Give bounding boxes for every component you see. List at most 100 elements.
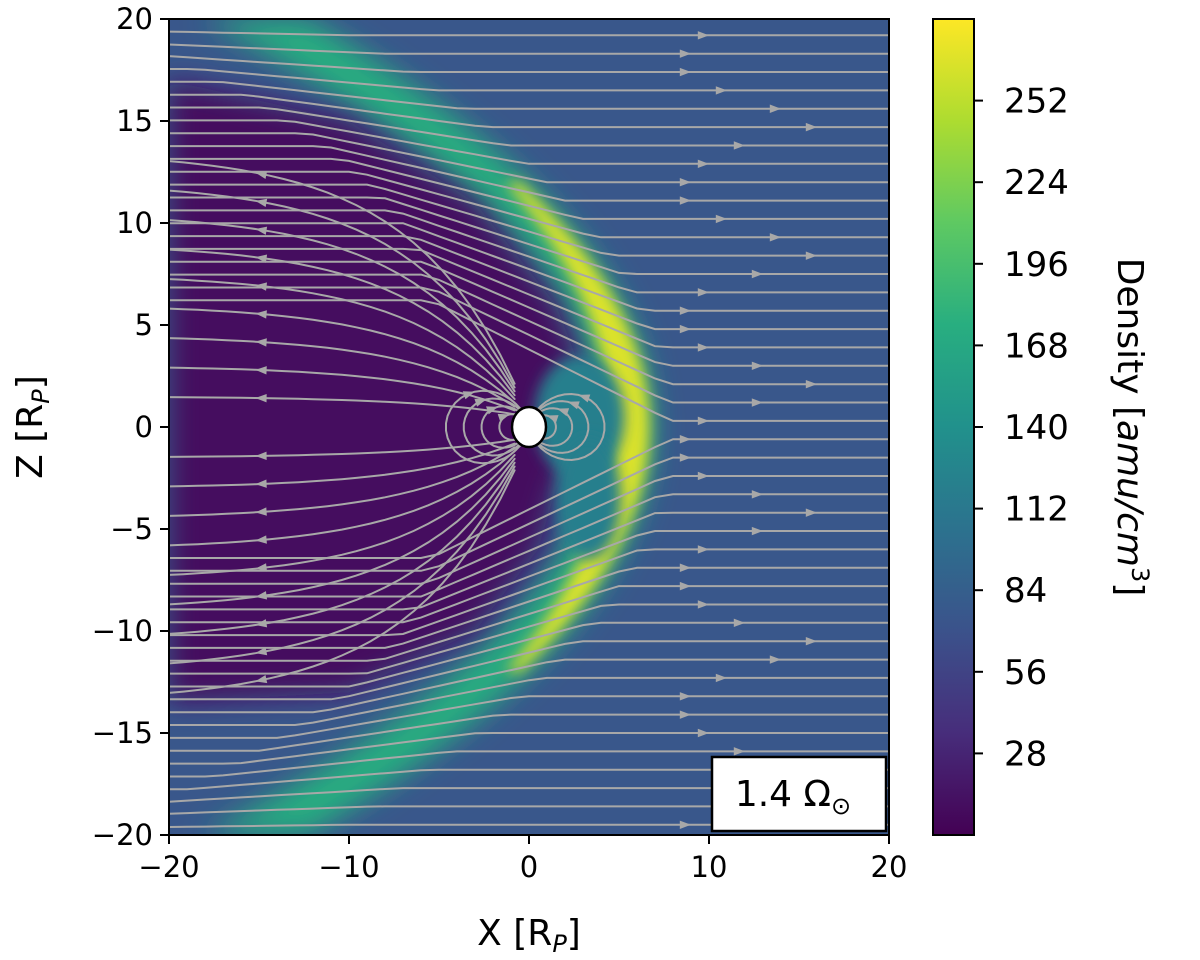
streamline-tail <box>169 454 516 576</box>
streamline-solar-wind <box>169 273 889 386</box>
streamline-arrow <box>567 401 580 410</box>
y-tick-label: 20 <box>116 2 153 36</box>
streamline-solar-wind <box>169 640 889 701</box>
streamline-solar-wind <box>169 247 889 349</box>
streamline-tail <box>169 396 516 416</box>
streamline-arrow <box>546 415 559 424</box>
streamline-arrow <box>715 214 727 224</box>
colorbar-ticks: 28 56 84 112 140 168 196 224 252 <box>974 82 1069 774</box>
streamline-solar-wind <box>169 493 889 598</box>
streamline-arrow <box>679 581 691 591</box>
streamline-tail <box>169 307 516 404</box>
x-tick-label: 0 <box>520 850 538 884</box>
streamline-solar-wind <box>169 566 889 649</box>
streamline-arrow <box>751 526 763 536</box>
streamline-arrow <box>255 507 267 516</box>
streamline-tail <box>169 457 516 606</box>
streamline-solar-wind <box>169 750 889 778</box>
streamline-arrow <box>697 600 709 609</box>
streamline-solar-wind <box>169 548 889 637</box>
streamline-tail <box>169 189 516 389</box>
streamline-arrow <box>715 673 727 683</box>
streamline-arrow <box>255 451 267 461</box>
streamline-arrow <box>679 196 691 205</box>
x-tick-label: −10 <box>318 850 379 884</box>
streamline-arrow <box>255 535 267 544</box>
colorbar-gradient <box>932 18 975 836</box>
streamline-arrow <box>255 226 268 235</box>
y-tick-label: 10 <box>116 206 153 240</box>
x-axis-label: X [RP] <box>477 913 581 958</box>
streamlines <box>169 30 889 829</box>
streamline-arrow <box>497 413 510 422</box>
streamline-solar-wind <box>169 299 889 422</box>
annotation-text: 1.4 Ω⊙ <box>735 774 851 820</box>
x-tick-label: 20 <box>871 850 908 884</box>
y-tick-label: −10 <box>92 614 153 648</box>
y-tick-label: −15 <box>92 716 153 750</box>
streamline-arrow <box>255 170 268 180</box>
streamline-arrow <box>751 398 763 407</box>
bow-shock-front <box>506 182 650 672</box>
streamline-solar-wind <box>169 170 889 239</box>
streamline-arrow <box>679 435 691 444</box>
colorbar: 28 56 84 112 140 168 196 224 252 Density [amu/cm… <box>932 18 1154 836</box>
colorbar-tick-label: 140 <box>1004 408 1069 448</box>
streamline-tail <box>169 446 516 517</box>
streamline-solar-wind <box>169 585 889 662</box>
x-tick-label: −20 <box>138 850 199 884</box>
y-tick-label: −5 <box>110 512 153 546</box>
streamline-arrow <box>805 508 817 517</box>
streamline-tail <box>169 438 516 458</box>
streamline-arrow <box>679 178 691 187</box>
streamline-solar-wind <box>169 119 889 165</box>
streamline-arrow <box>733 141 745 150</box>
streamline-solar-wind <box>169 475 889 585</box>
streamline-arrow <box>733 618 745 628</box>
streamline-solar-wind <box>169 43 889 55</box>
streamline-tail <box>169 278 516 400</box>
streamline-solar-wind <box>169 196 889 275</box>
streamline-arrow <box>255 254 268 263</box>
streamline-solar-wind <box>169 80 889 110</box>
colorbar-tick-label: 112 <box>1004 490 1069 530</box>
streamline-arrow <box>751 269 763 279</box>
streamline-arrow <box>557 408 570 417</box>
colorbar-tick-label: 28 <box>1004 734 1047 774</box>
streamline-arrow <box>679 67 691 77</box>
streamline-solar-wind <box>169 209 889 294</box>
colorbar-tick-label: 168 <box>1004 326 1069 366</box>
x-tick-label: 10 <box>691 850 728 884</box>
streamline-arrow <box>255 619 268 628</box>
streamline-tail <box>169 366 516 412</box>
colorbar-tick-label: 56 <box>1004 653 1047 693</box>
colorbar-tick-label: 252 <box>1004 82 1069 122</box>
y-axis-ticks: −20 −15 −10 −5 0 5 10 15 20 <box>92 2 169 852</box>
streamline-solar-wind <box>169 286 889 404</box>
streamline-arrow <box>255 282 267 291</box>
streamline-arrow <box>805 122 817 132</box>
colorbar-tick-label: 196 <box>1004 245 1069 285</box>
streamline-solar-wind <box>169 106 889 147</box>
streamline-solar-wind <box>169 713 889 752</box>
streamline-arrow <box>751 490 763 499</box>
streamline-arrow <box>697 545 709 554</box>
streamline-arrow <box>769 233 781 242</box>
streamline-arrow <box>679 453 691 462</box>
streamline-tail <box>169 219 516 393</box>
y-tick-label: 15 <box>116 104 153 138</box>
streamline-solar-wind <box>169 511 889 611</box>
streamline-arrow <box>255 310 267 319</box>
y-tick-label: −20 <box>92 818 153 852</box>
streamline-arrow <box>679 820 691 829</box>
colorbar-label: Density [amu/cm3] <box>1109 258 1154 597</box>
streamline-tail <box>169 248 516 397</box>
streamline-solar-wind <box>169 132 889 184</box>
streamline-arrow <box>697 159 709 169</box>
streamline-tail <box>169 469 516 694</box>
streamline-solar-wind <box>169 183 889 257</box>
y-tick-label: 0 <box>135 410 153 444</box>
y-axis-label: Z [RP] <box>10 375 55 479</box>
streamline-arrow <box>255 647 268 656</box>
streamline-arrow <box>255 674 268 684</box>
